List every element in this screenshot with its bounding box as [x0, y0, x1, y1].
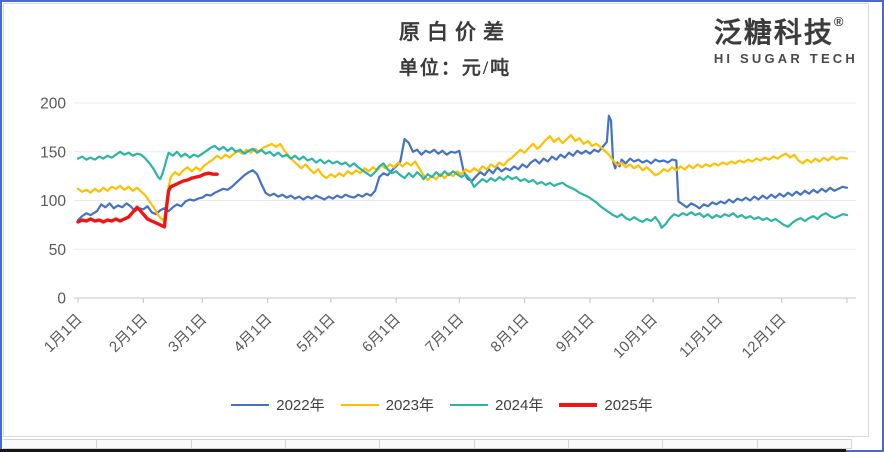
y-axis-tick-label: 200 — [40, 96, 66, 113]
legend-item-2023[interactable]: 2023年 — [340, 394, 434, 415]
legend-line-swatch — [450, 403, 488, 406]
sheet-cell[interactable] — [285, 440, 381, 448]
x-axis-tick-label: 6月1日 — [359, 311, 404, 356]
x-axis-tick-label: 7月1日 — [422, 311, 467, 356]
sheet-cell[interactable] — [191, 440, 286, 448]
legend-line-swatch — [559, 402, 598, 407]
x-axis-tick-label: 11月1日 — [676, 311, 726, 361]
chart-unit-label: 单位：元/吨 — [398, 58, 512, 79]
x-axis-tick-label: 12月1日 — [739, 311, 790, 362]
series-line-2022 — [76, 114, 849, 222]
sheet-cell[interactable] — [757, 440, 852, 448]
x-axis-tick-label: 8月1日 — [487, 311, 532, 356]
legend-label: 2023年 — [385, 397, 434, 414]
series-line-2024 — [76, 144, 849, 229]
legend-item-2024[interactable]: 2024年 — [450, 394, 543, 415]
x-axis-tick-label: 9月1日 — [553, 311, 598, 356]
y-axis-tick-label: 150 — [40, 144, 66, 161]
sheet-cell[interactable] — [663, 440, 758, 448]
legend-line-swatch — [231, 403, 270, 406]
sheet-cell[interactable] — [3, 440, 98, 448]
legend-label: 2022年 — [276, 397, 325, 414]
sheet-cell[interactable] — [380, 440, 475, 448]
legend-item-2022[interactable]: 2022年 — [231, 394, 325, 415]
series-line-2025 — [76, 171, 219, 229]
x-axis-tick-label: 2月1日 — [106, 311, 151, 356]
x-axis-tick-label: 4月1日 — [230, 311, 275, 356]
legend-label: 2025年 — [604, 397, 653, 414]
brand-logo: 泛糖科技® HI SUGAR TECH — [713, 14, 858, 66]
x-axis-tick-label: 1月1日 — [41, 311, 86, 356]
brand-tagline: HI SUGAR TECH — [713, 50, 858, 66]
chart-header: 原白价差 单位：元/吨 — [399, 16, 511, 80]
brand-name: 泛糖科技 — [713, 17, 834, 48]
registered-trademark-icon: ® — [833, 14, 844, 29]
x-axis-tick-label: 3月1日 — [165, 311, 210, 356]
sheet-cell[interactable] — [568, 440, 664, 448]
x-axis-tick-label: 5月1日 — [294, 311, 339, 356]
y-axis-tick-label: 50 — [49, 242, 67, 259]
legend-label: 2024年 — [495, 397, 544, 414]
chart-legend: 2022年 2023年 2024年 2025年 — [0, 394, 884, 415]
sheet-cell[interactable] — [97, 440, 192, 448]
chart-title: 原白价差 — [399, 20, 511, 44]
sheet-cell[interactable] — [474, 440, 569, 448]
spreadsheet-row — [3, 439, 852, 449]
y-axis-tick-label: 0 — [57, 291, 66, 308]
legend-line-swatch — [340, 403, 379, 406]
legend-item-2025[interactable]: 2025年 — [559, 394, 653, 415]
series-line-2023 — [76, 134, 849, 222]
x-axis-tick-label: 10月1日 — [610, 311, 661, 362]
y-axis-tick-label: 100 — [40, 193, 66, 210]
